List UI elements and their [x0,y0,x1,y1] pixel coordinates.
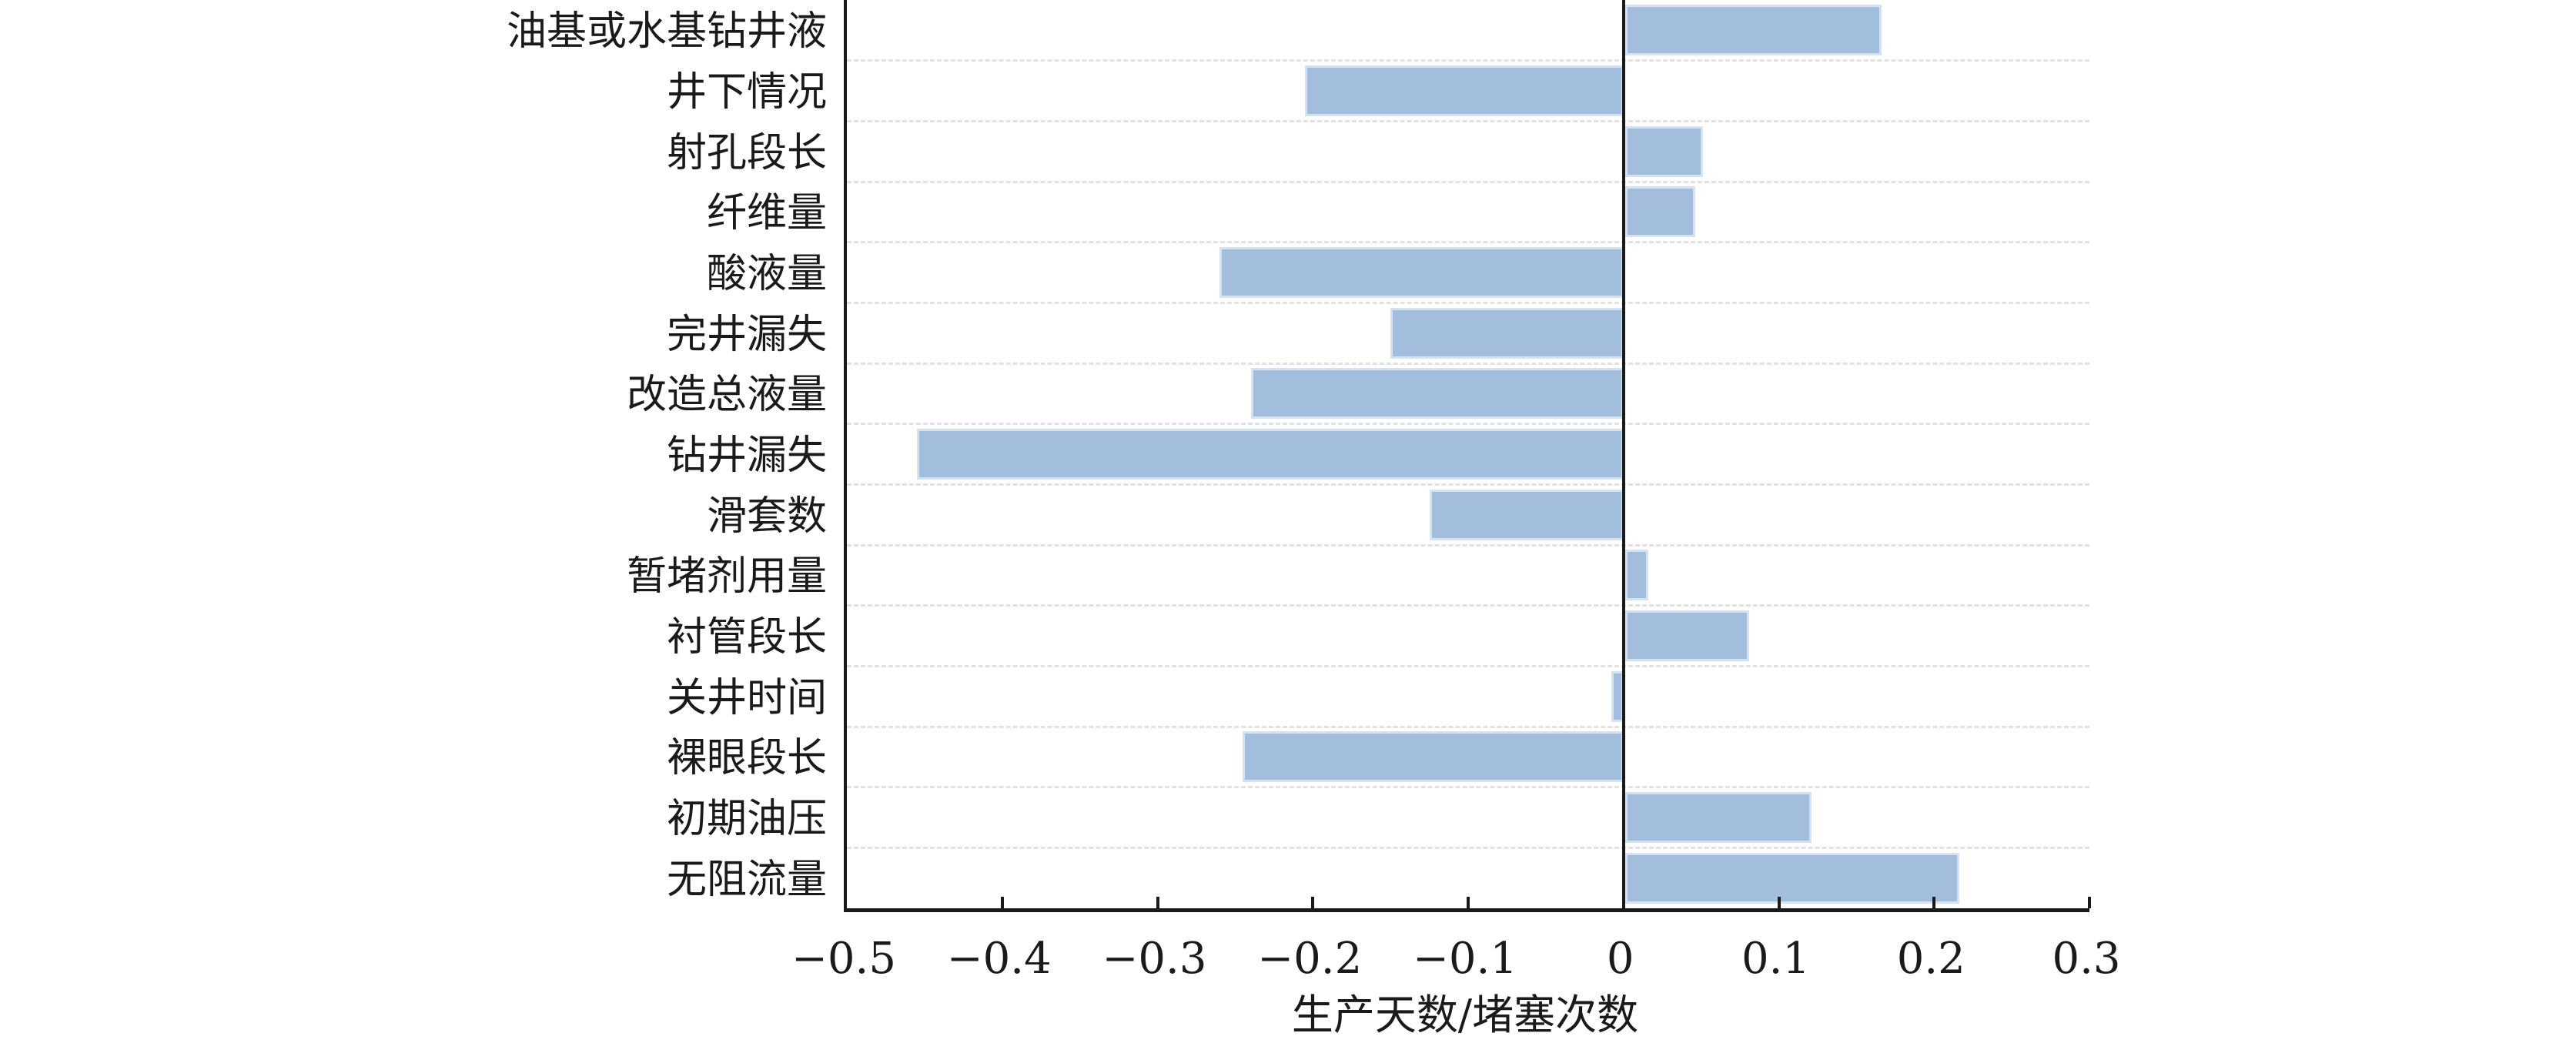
bar-井下情况 [1305,65,1624,116]
bar-钻井漏失 [916,429,1624,480]
x-tick-mark [1467,897,1470,908]
bar-酸液量 [1219,247,1624,298]
gridline [847,301,2089,304]
gridline [847,725,2089,728]
category-label-钻井漏失: 钻井漏失 [666,433,827,479]
x-tick-mark [1000,897,1004,908]
category-label-无阻流量: 无阻流量 [666,856,827,903]
category-label-裸眼段长: 裸眼段长 [666,735,827,782]
gridline [847,362,2089,365]
gridline [847,59,2089,62]
x-tick-mark [1932,897,1936,908]
x-tick-mark [1777,897,1781,908]
x-tick-label-−0.5: −0.5 [791,934,896,984]
x-tick-label-−0.2: −0.2 [1257,934,1363,984]
category-label-初期油压: 初期油压 [666,796,827,842]
bar-无阻流量 [1624,852,1959,904]
category-label-改造总液量: 改造总液量 [626,372,827,419]
gridline [847,664,2089,667]
x-tick-mark [2088,897,2091,908]
x-tick-label-0.2: 0.2 [1896,934,1965,984]
category-label-完井漏失: 完井漏失 [666,311,827,358]
bar-滑套数 [1429,489,1624,540]
x-tick-label-0.3: 0.3 [2052,934,2121,984]
category-label-衬管段长: 衬管段长 [666,614,827,660]
x-tick-label-−0.4: −0.4 [946,934,1052,984]
zero-axis-line [1621,0,1625,908]
bar-衬管段长 [1624,610,1750,661]
category-label-油基或水基钻井液: 油基或水基钻井液 [506,8,827,55]
bar-油基或水基钻井液 [1624,5,1882,56]
x-tick-label-0: 0 [1606,934,1634,984]
gridline [847,423,2089,426]
bar-改造总液量 [1250,368,1624,420]
category-label-酸液量: 酸液量 [706,251,827,297]
gridline [847,543,2089,547]
category-label-滑套数: 滑套数 [706,493,827,540]
bar-完井漏失 [1390,307,1624,359]
gridline [847,846,2089,849]
category-label-暂堵剂用量: 暂堵剂用量 [626,553,827,600]
x-tick-mark [1311,897,1315,908]
bar-裸眼段长 [1243,731,1624,783]
category-label-纤维量: 纤维量 [706,190,827,237]
x-tick-label-−0.1: −0.1 [1413,934,1517,984]
gridline [847,241,2089,244]
x-tick-label-0.1: 0.1 [1741,934,1811,984]
gridline [847,483,2089,486]
gridline [847,119,2089,122]
plot-area [844,0,2091,912]
bar-射孔段长 [1624,125,1703,177]
category-label-关井时间: 关井时间 [666,674,827,721]
x-tick-mark [1156,897,1159,908]
gridline [847,786,2089,789]
x-axis-label: 生产天数/堵塞次数 [1291,991,1639,1039]
bar-初期油压 [1624,792,1812,843]
bar-暂堵剂用量 [1624,550,1648,601]
x-tick-label-−0.3: −0.3 [1102,934,1207,984]
category-label-井下情况: 井下情况 [666,69,827,115]
bar-纤维量 [1624,186,1695,238]
category-label-射孔段长: 射孔段长 [666,129,827,176]
gridline [847,604,2089,607]
gridline [847,180,2089,183]
